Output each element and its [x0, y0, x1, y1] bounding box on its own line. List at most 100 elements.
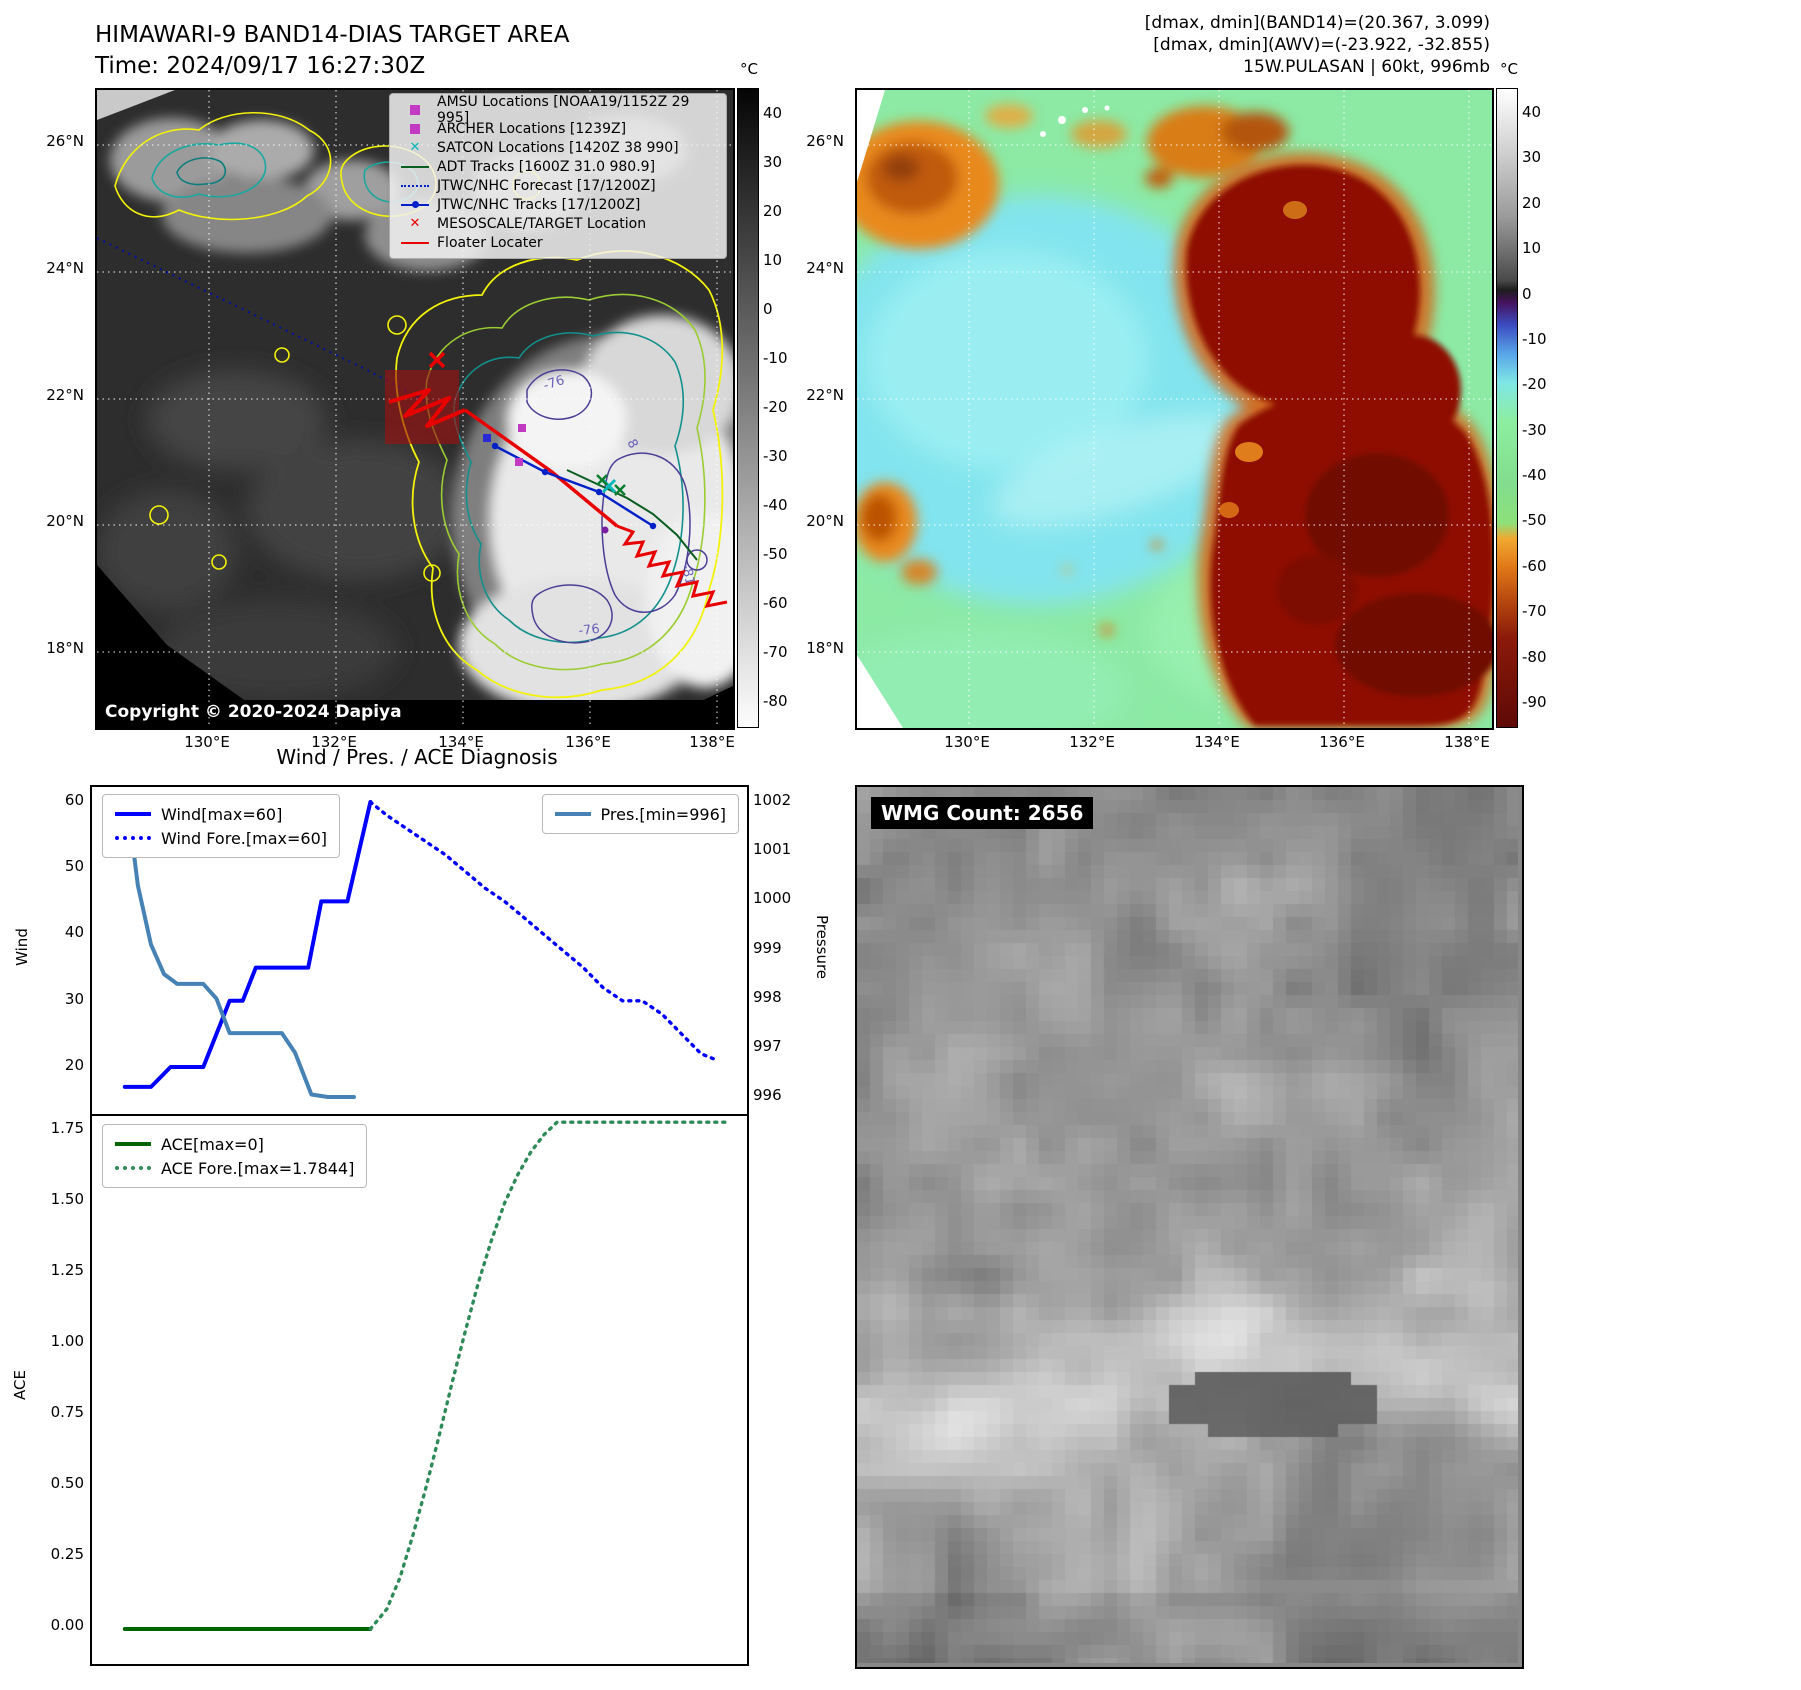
awv-colorbar-ticks: 40 30 20 10 0 -10 -20 -30 -40 -50 -60 -7…: [1522, 88, 1568, 726]
wind-axis-label: Wind: [13, 928, 31, 966]
colorbar-unit: °C: [1500, 60, 1518, 78]
legend-label: ARCHER Locations [1239Z]: [437, 120, 627, 137]
awv-map: [855, 88, 1494, 730]
colorbar-tick: 30: [1522, 148, 1542, 167]
ace-line-icon: [115, 1142, 151, 1146]
legend-item: Pres.[min=996]: [554, 802, 726, 826]
archer-square-icon: [400, 122, 430, 136]
band14-title-block: HIMAWARI-9 BAND14-DIAS TARGET AREA Time:…: [95, 20, 569, 82]
legend-label: ADT Tracks [1600Z 31.0 980.9]: [437, 158, 656, 175]
legend-item: ARCHER Locations [1239Z]: [400, 119, 716, 138]
pressure-ytick: 997: [753, 1037, 782, 1055]
legend-item: Wind Fore.[max=60]: [115, 826, 327, 850]
ace-ytick: 1.25: [50, 1261, 84, 1279]
wind-legend: Wind[max=60] Wind Fore.[max=60]: [102, 794, 340, 858]
lon-tick: 130°E: [944, 733, 990, 751]
lon-tick: 132°E: [311, 733, 357, 751]
colorbar-tick: -10: [763, 349, 788, 367]
pressure-ytick: 1000: [753, 889, 792, 907]
adt-line-icon: [400, 160, 430, 174]
scan-edge-corner: [645, 686, 733, 728]
floater-track-zigzag: [616, 524, 728, 609]
lon-tick: 130°E: [184, 733, 230, 751]
colorbar-tick: 0: [1522, 284, 1532, 303]
band14-time: Time: 2024/09/17 16:27:30Z: [95, 53, 426, 79]
series-wind-fore-max-60-: [368, 800, 720, 1063]
wind-ytick: 60: [64, 791, 84, 809]
legend-label: SATCON Locations [1420Z 38 990]: [437, 139, 679, 156]
wmg-count-badge: WMG Count: 2656: [871, 797, 1094, 829]
pressure-ytick: 1002: [753, 791, 792, 809]
colorbar-tick: -30: [763, 447, 788, 465]
colorbar-tick: -40: [1522, 466, 1547, 484]
colorbar-unit: °C: [740, 60, 758, 78]
legend-label: JTWC/NHC Forecast [17/1200Z]: [437, 177, 656, 194]
wind-line-icon: [115, 812, 151, 816]
lat-tick: 18°N: [806, 639, 844, 657]
colorbar-tick: -50: [763, 545, 788, 563]
colorbar-tick: -10: [1522, 329, 1547, 348]
wmg-panel: WMG Count: 2656: [855, 785, 1524, 1669]
legend-item: ACE[max=0]: [115, 1132, 354, 1156]
pressure-ytick: 996: [753, 1086, 782, 1104]
colorbar-tick: 40: [1522, 103, 1542, 121]
lon-tick: 138°E: [1444, 733, 1490, 751]
archer-location-marker: [483, 434, 491, 442]
contour-label: -76: [542, 373, 567, 394]
ace-ytick: 0.00: [50, 1616, 84, 1634]
ace-chart: ACE[max=0] ACE Fore.[max=1.7844]: [90, 1114, 749, 1666]
ir-dark-cloud-texture: [97, 370, 467, 700]
awv-coldest-mass: [1186, 165, 1492, 726]
lat-tick: 26°N: [806, 132, 844, 150]
lat-tick: 22°N: [806, 386, 844, 404]
colorbar-tick: 0: [763, 300, 773, 318]
legend-label: Floater Locater: [437, 234, 543, 251]
projection-edge: [857, 655, 903, 728]
colorbar-tick: -40: [763, 496, 788, 514]
adt-track-line: [566, 469, 698, 561]
pressure-legend: Pres.[min=996]: [541, 794, 739, 834]
wind-pressure-plot: [122, 800, 720, 1099]
diagnosis-title: Wind / Pres. / ACE Diagnosis: [276, 745, 558, 769]
best-track-dot: [601, 526, 609, 534]
colorbar-tick: -70: [1522, 602, 1547, 621]
lat-tick: 24°N: [806, 259, 844, 277]
colorbar-tick: -70: [763, 643, 788, 661]
wind-ytick: 30: [64, 990, 84, 1008]
legend-item: ACE Fore.[max=1.7844]: [115, 1156, 354, 1180]
band14-map: -76 -81 -76 8: [95, 88, 735, 730]
band14-title: HIMAWARI-9 BAND14-DIAS TARGET AREA: [95, 22, 570, 48]
track-line-dot-icon: [400, 198, 430, 212]
lat-tick: 22°N: [46, 386, 84, 404]
legend-item: ✕ MESOSCALE/TARGET Location: [400, 214, 716, 233]
ace-plot: [122, 1120, 730, 1631]
legend-label: ACE[max=0]: [161, 1134, 264, 1154]
awv-colorbar: [1496, 88, 1518, 728]
awv-orange-blobs: [857, 104, 1289, 635]
lon-tick: 136°E: [565, 733, 611, 751]
ace-ytick: 0.50: [50, 1474, 84, 1492]
adt-x-markers: [596, 474, 626, 496]
legend-label: AMSU Locations [NOAA19/1152Z 29 995]: [437, 93, 690, 126]
copyright-text: Copyright © 2020-2024 Dapiya: [105, 702, 402, 722]
wind-ytick: 40: [64, 923, 84, 941]
legend-item: JTWC/NHC Forecast [17/1200Z]: [400, 176, 716, 195]
colorbar-tick: -80: [763, 692, 788, 710]
floater-line-icon: [400, 236, 430, 250]
colorbar-tick: -50: [1522, 511, 1547, 530]
colorbar-tick: 20: [763, 202, 783, 220]
legend-label: ACE Fore.[max=1.7844]: [161, 1158, 355, 1178]
lon-tick: 136°E: [1319, 733, 1365, 751]
ace-ytick: 1.75: [50, 1119, 84, 1137]
pressure-ytick: 1001: [753, 840, 792, 858]
lat-tick: 20°N: [46, 512, 84, 530]
lat-tick: 24°N: [46, 259, 84, 277]
pressure-ytick: 999: [753, 939, 782, 957]
colorbar-tick: -20: [763, 398, 788, 416]
wmg-noise-canvas: [857, 787, 1518, 1663]
scan-edge-top: [97, 90, 175, 120]
legend-item: AMSU Locations [NOAA19/1152Z 29 995]: [400, 94, 716, 126]
legend-label: Wind Fore.[max=60]: [161, 828, 327, 848]
wind-ytick: 50: [64, 857, 84, 875]
band14-colorbar: [737, 88, 759, 728]
